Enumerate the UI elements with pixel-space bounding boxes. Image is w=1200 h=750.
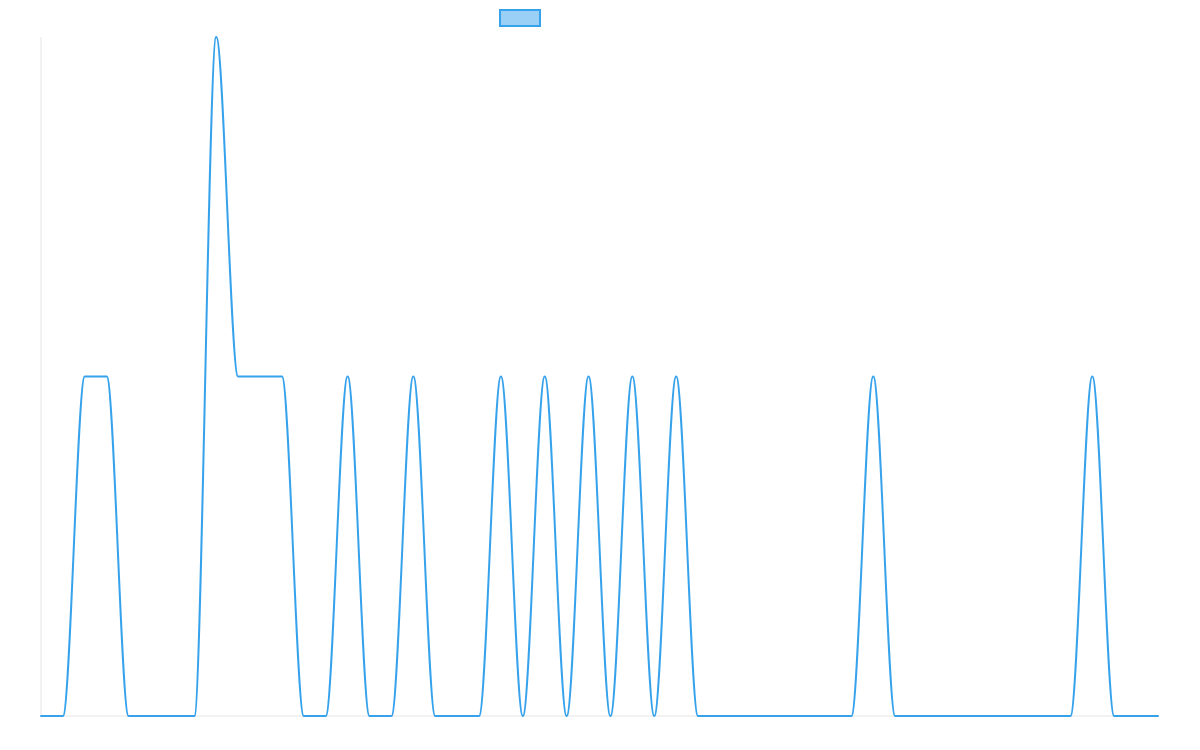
series-line [40, 36, 1159, 717]
legend-swatch[interactable] [499, 9, 541, 27]
axes [40, 37, 1158, 717]
series-layer [40, 36, 1159, 717]
legend[interactable] [499, 9, 541, 27]
